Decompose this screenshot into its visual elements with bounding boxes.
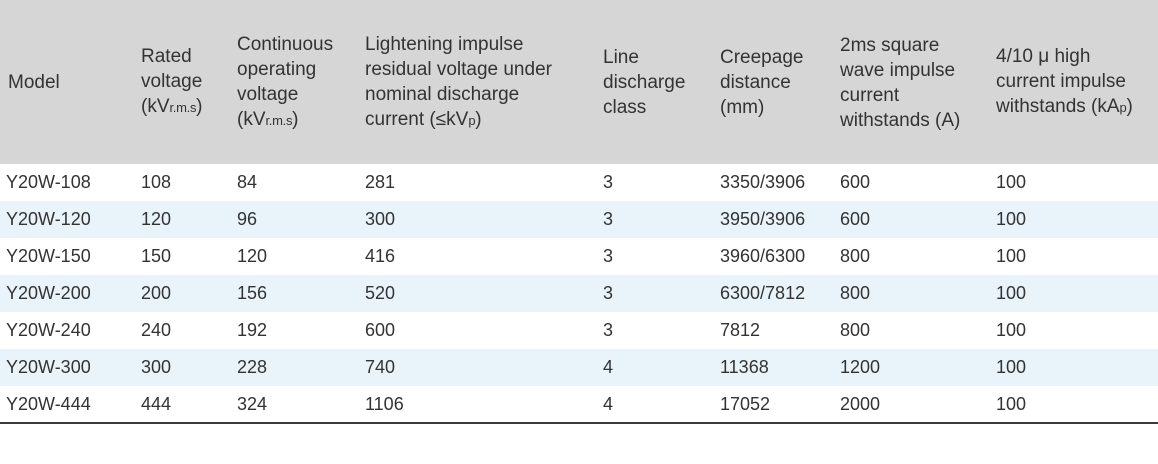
cell-line-discharge-class: 3: [603, 283, 614, 303]
cell-square-wave-current: 800: [840, 246, 871, 266]
cell-lightning-residual-voltage: 281: [365, 172, 396, 192]
cell-lightning-residual-voltage: 740: [365, 357, 396, 377]
cell-high-current-impulse: 100: [996, 172, 1027, 192]
table-row: Y20W-108 108 84 281 3 3350/3906 600 100: [0, 164, 1158, 201]
table-body: Y20W-108 108 84 281 3 3350/3906 600 100 Y20W-120…: [0, 164, 1158, 423]
cell-high-current-impulse: 100: [996, 357, 1027, 377]
cell-continuous-voltage: 156: [237, 283, 268, 303]
cell-rated-voltage: 444: [141, 393, 172, 414]
cell-lightning-residual-voltage: 520: [365, 283, 396, 303]
cell-model: Y20W-150: [6, 246, 91, 266]
table-header: Model Rated voltage (kVr.m.s) Continuous…: [0, 0, 1158, 164]
cell-lightning-residual-voltage: 1106: [365, 393, 404, 414]
cell-high-current-impulse: 100: [996, 209, 1027, 229]
cell-rated-voltage: 108: [141, 172, 172, 192]
cell-creepage-distance: 3950/3906: [720, 209, 806, 229]
cell-high-current-impulse: 100: [996, 246, 1027, 266]
header-row: Model Rated voltage (kVr.m.s) Continuous…: [0, 0, 1158, 164]
cell-continuous-voltage: 84: [237, 172, 258, 192]
cell-creepage-distance: 3350/3906: [720, 172, 806, 192]
table-row: Y20W-300 300 228 740 4 11368 1200 100: [0, 349, 1158, 386]
cell-rated-voltage: 120: [141, 209, 172, 229]
header-line-discharge-class: Line discharge class: [603, 46, 686, 118]
table-row: Y20W-240 240 192 600 3 7812 800 100: [0, 312, 1158, 349]
cell-creepage-distance: 17052: [720, 393, 771, 414]
cell-creepage-distance: 3960/6300: [720, 246, 806, 266]
cell-line-discharge-class: 4: [603, 393, 614, 414]
cell-line-discharge-class: 3: [603, 172, 614, 192]
table-row: Y20W-200 200 156 520 3 6300/7812 800 100: [0, 275, 1158, 312]
cell-creepage-distance: 7812: [720, 320, 761, 340]
cell-continuous-voltage: 120: [237, 246, 268, 266]
table-row: Y20W-150 150 120 416 3 3960/6300 800 100: [0, 238, 1158, 275]
cell-model: Y20W-444: [6, 393, 91, 414]
header-lightning-residual-voltage: Lightening impulse residual voltage unde…: [365, 33, 552, 130]
cell-lightning-residual-voltage: 416: [365, 246, 396, 266]
cell-lightning-residual-voltage: 300: [365, 209, 396, 229]
cell-creepage-distance: 6300/7812: [720, 283, 806, 303]
cell-lightning-residual-voltage: 600: [365, 320, 396, 340]
cell-high-current-impulse: 100: [996, 320, 1027, 340]
cell-square-wave-current: 2000: [840, 393, 881, 414]
header-square-wave-current: 2ms square wave impulse current withstan…: [840, 35, 961, 131]
table-row: Y20W-444 444 324 1106 4 17052 2000 100: [0, 386, 1158, 423]
cell-continuous-voltage: 324: [237, 393, 268, 414]
cell-high-current-impulse: 100: [996, 283, 1027, 303]
cell-line-discharge-class: 3: [603, 320, 614, 340]
cell-rated-voltage: 240: [141, 320, 172, 340]
cell-model: Y20W-240: [6, 320, 91, 340]
cell-continuous-voltage: 228: [237, 357, 268, 377]
cell-continuous-voltage: 96: [237, 209, 258, 229]
cell-square-wave-current: 800: [840, 320, 871, 340]
arrester-spec-table: Model Rated voltage (kVr.m.s) Continuous…: [0, 0, 1158, 423]
cell-model: Y20W-300: [6, 357, 91, 377]
cell-rated-voltage: 200: [141, 283, 172, 303]
cell-model: Y20W-200: [6, 283, 91, 303]
cell-square-wave-current: 600: [840, 209, 871, 229]
cell-line-discharge-class: 3: [603, 246, 614, 266]
header-model: Model: [8, 71, 60, 93]
cell-continuous-voltage: 192: [237, 320, 268, 340]
cell-square-wave-current: 1200: [840, 357, 881, 377]
cell-line-discharge-class: 3: [603, 209, 614, 229]
cell-square-wave-current: 600: [840, 172, 871, 192]
cell-model: Y20W-108: [6, 172, 91, 192]
cell-rated-voltage: 300: [141, 357, 172, 377]
header-rated-voltage: Rated voltage (kVr.m.s): [141, 46, 203, 117]
header-creepage-distance: Creepage distance (mm): [720, 46, 804, 118]
cell-square-wave-current: 800: [840, 283, 871, 303]
header-high-current-impulse: 4/10 μ high current impulse withstands (…: [996, 46, 1133, 117]
cell-line-discharge-class: 4: [603, 357, 614, 377]
cell-rated-voltage: 150: [141, 246, 172, 266]
header-continuous-voltage: Continuous operating voltage (kVr.m.s): [237, 33, 334, 130]
table-row: Y20W-120 120 96 300 3 3950/3906 600 100: [0, 201, 1158, 238]
cell-high-current-impulse: 100: [996, 393, 1027, 414]
cell-model: Y20W-120: [6, 209, 91, 229]
cell-creepage-distance: 11368: [720, 357, 769, 377]
